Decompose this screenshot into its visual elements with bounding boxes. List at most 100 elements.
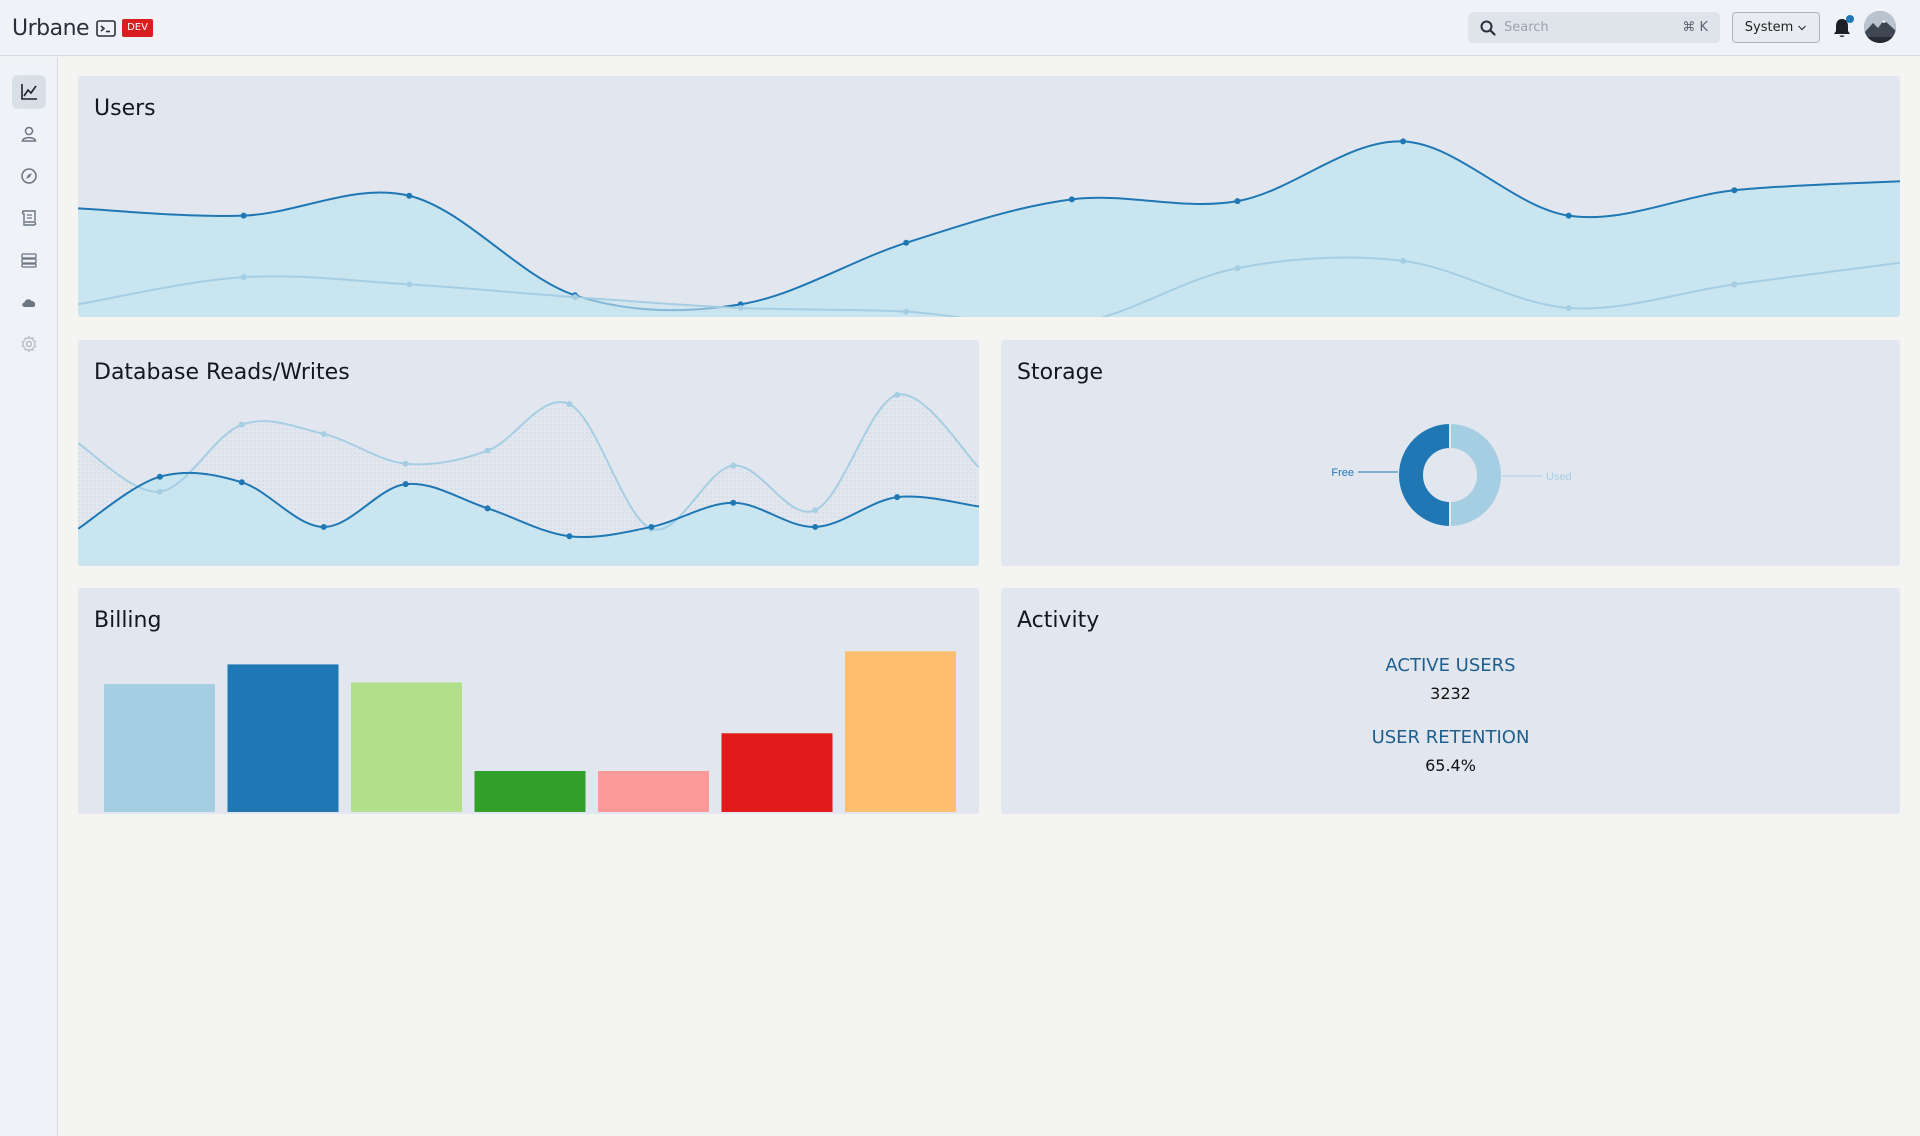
chevron-down-icon: [1798, 25, 1807, 30]
sidebar-item-logs[interactable]: [12, 201, 46, 235]
sidebar-item-settings[interactable]: [12, 327, 46, 361]
users-point[interactable]: [406, 281, 413, 288]
users-title: Users: [94, 96, 156, 121]
users-point[interactable]: [1068, 196, 1075, 203]
search-input[interactable]: Search: [1504, 20, 1549, 35]
billing-bar[interactable]: [598, 771, 709, 812]
db-band: [78, 394, 979, 537]
activity-card: Activity ACTIVE USERS 3232 USER RETENTIO…: [1001, 588, 1900, 814]
retention-label: USER RETENTION: [1371, 727, 1530, 748]
db-point[interactable]: [566, 533, 573, 540]
db-series-1-line: [78, 393, 979, 531]
user-icon: [21, 126, 37, 142]
billing-bar[interactable]: [227, 664, 339, 812]
sidebar-item-users[interactable]: [12, 117, 46, 151]
bell-icon[interactable]: [1832, 17, 1852, 39]
active-users-value: 3232: [1430, 684, 1471, 703]
storage-label-used: Used: [1546, 471, 1572, 483]
users-point[interactable]: [1400, 138, 1407, 145]
gear-icon: [21, 335, 37, 353]
users-point[interactable]: [903, 308, 910, 315]
terminal-icon: [96, 19, 116, 37]
billing-bar[interactable]: [845, 651, 956, 812]
db-point[interactable]: [484, 505, 491, 512]
database-icon: [21, 253, 37, 268]
billing-title: Billing: [94, 608, 162, 633]
users-series-1-area: [78, 257, 1900, 317]
search-box[interactable]: Search ⌘ K: [1468, 12, 1720, 43]
storage-slice-used[interactable]: [1449, 421, 1503, 529]
users-point[interactable]: [240, 212, 247, 219]
users-point[interactable]: [1731, 187, 1738, 194]
storage-slice-free[interactable]: [1397, 421, 1451, 529]
users-point[interactable]: [1234, 198, 1241, 205]
billing-bar[interactable]: [474, 771, 586, 812]
db-point[interactable]: [238, 421, 245, 428]
retention-value: 65.4%: [1425, 756, 1476, 775]
db-series-0-area: [78, 472, 979, 566]
avatar[interactable]: [1864, 11, 1896, 43]
sidebar-item-dashboard[interactable]: [12, 75, 46, 109]
storage-card: Storage Free Used: [1001, 340, 1900, 566]
sidebar-item-database[interactable]: [12, 243, 46, 277]
search-icon: [1480, 20, 1496, 36]
db-point[interactable]: [566, 401, 573, 408]
compass-icon: [21, 168, 37, 184]
search-shortcut: ⌘ K: [1682, 20, 1708, 35]
users-point[interactable]: [1400, 257, 1407, 264]
users-point[interactable]: [903, 239, 910, 246]
db-point[interactable]: [320, 430, 327, 437]
db-point[interactable]: [156, 473, 163, 480]
users-point[interactable]: [240, 274, 247, 281]
db-point[interactable]: [812, 507, 819, 514]
top-bar: Urbane DEV Search ⌘ K System: [0, 0, 1920, 56]
billing-bar[interactable]: [104, 684, 215, 812]
sidebar-item-explore[interactable]: [12, 159, 46, 193]
db-point[interactable]: [238, 479, 245, 486]
sidebar: [0, 57, 58, 1136]
db-title: Database Reads/Writes: [94, 360, 350, 385]
db-point[interactable]: [156, 488, 163, 495]
brand[interactable]: Urbane DEV: [12, 13, 153, 43]
users-point[interactable]: [1565, 304, 1572, 311]
storage-title: Storage: [1017, 360, 1104, 385]
storage-chart: Free Used: [1331, 421, 1572, 529]
db-point[interactable]: [402, 481, 409, 488]
db-chart: [78, 391, 979, 566]
users-point[interactable]: [406, 192, 413, 199]
db-point[interactable]: [484, 447, 491, 454]
env-badge: DEV: [122, 19, 153, 37]
scroll-icon: [21, 210, 37, 226]
db-point[interactable]: [730, 462, 737, 469]
db-point[interactable]: [812, 523, 819, 530]
users-point[interactable]: [737, 304, 744, 311]
db-point[interactable]: [320, 523, 327, 530]
db-point[interactable]: [730, 499, 737, 506]
theme-select-label: System: [1744, 20, 1794, 35]
users-point[interactable]: [571, 294, 578, 301]
db-card: Database Reads/Writes: [78, 340, 979, 566]
billing-bar[interactable]: [351, 682, 462, 812]
theme-select[interactable]: System: [1732, 12, 1820, 43]
billing-card: Billing: [78, 588, 979, 814]
brand-name: Urbane: [12, 15, 90, 41]
billing-chart: [104, 651, 956, 812]
users-card: Users: [78, 76, 1900, 317]
users-chart: [78, 138, 1900, 317]
notification-dot: [1846, 15, 1854, 23]
active-users-label: ACTIVE USERS: [1385, 655, 1516, 676]
sidebar-item-cloud[interactable]: [12, 285, 46, 319]
billing-bar[interactable]: [721, 733, 833, 812]
avatar-image: [1864, 11, 1896, 43]
db-point[interactable]: [894, 494, 901, 501]
cloud-icon: [22, 299, 36, 307]
activity-title: Activity: [1017, 608, 1100, 633]
users-series-0-line: [78, 140, 1900, 312]
users-point[interactable]: [1731, 281, 1738, 288]
users-point[interactable]: [1565, 212, 1572, 219]
db-point[interactable]: [648, 523, 655, 530]
users-point[interactable]: [1234, 265, 1241, 272]
db-point[interactable]: [402, 460, 409, 467]
db-point[interactable]: [894, 391, 901, 398]
db-series-0-line: [78, 471, 979, 538]
